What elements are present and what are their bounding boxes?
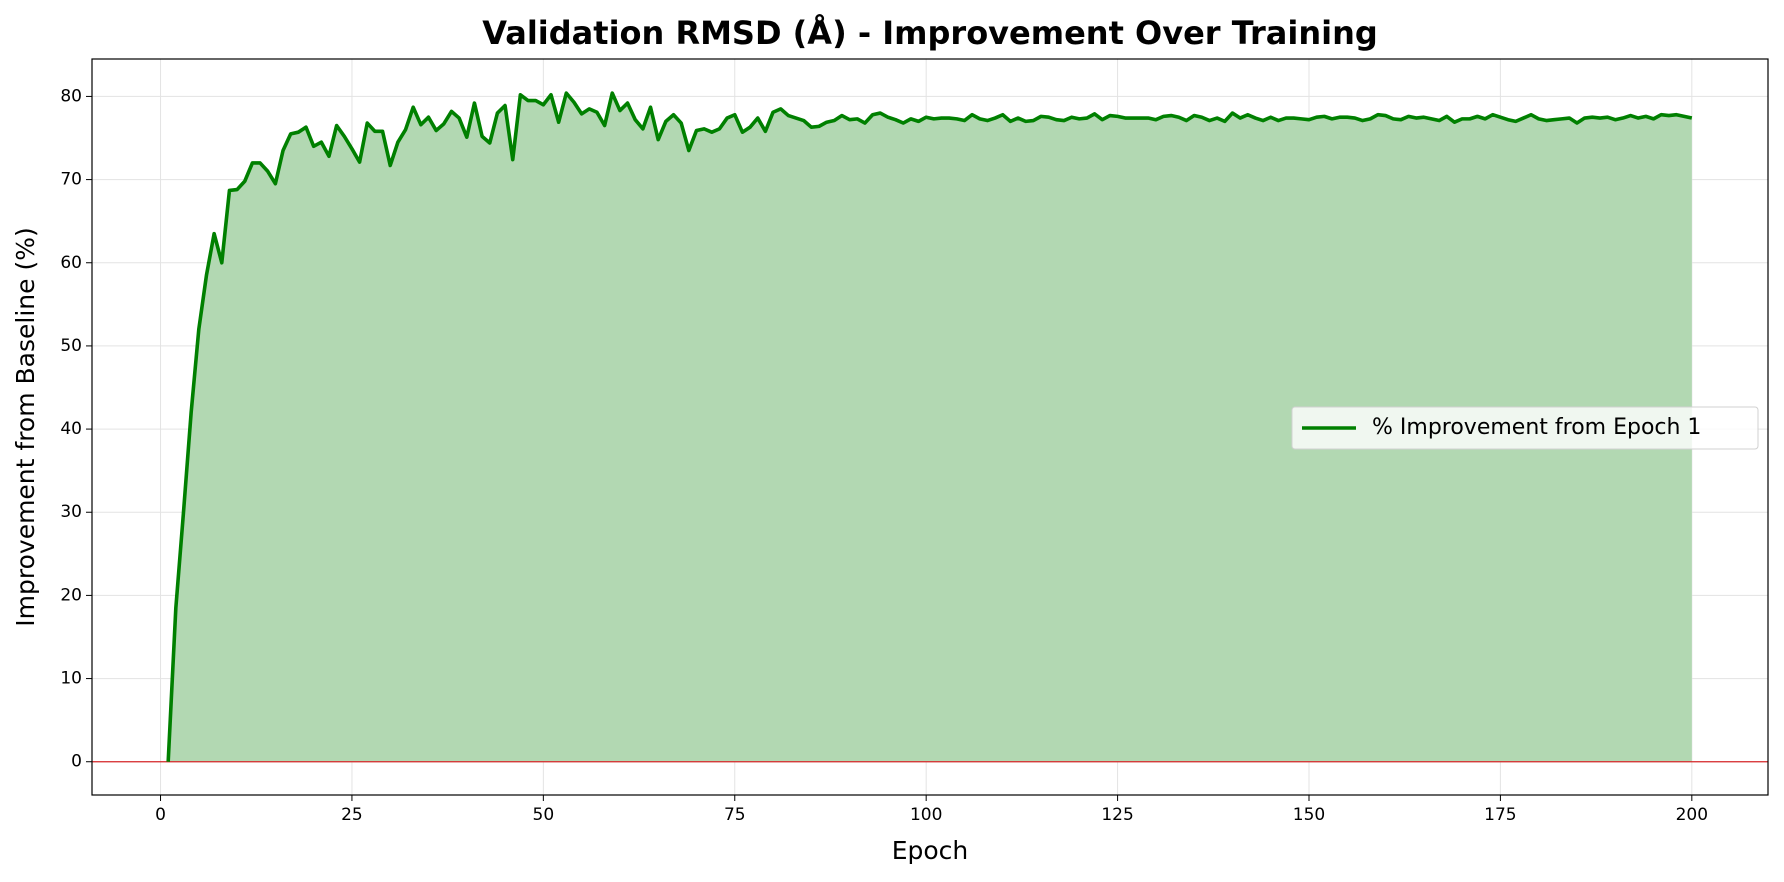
x-tick-label: 0 <box>155 805 166 825</box>
data-line <box>166 91 1693 762</box>
legend: % Improvement from Epoch 1 <box>1291 406 1759 450</box>
x-tick-label: 200 <box>1676 805 1708 825</box>
y-tick-label: 40 <box>60 419 82 439</box>
y-tick-label: 60 <box>60 253 82 273</box>
legend-label: % Improvement from Epoch 1 <box>1372 415 1701 440</box>
x-tick-label: 50 <box>533 805 555 825</box>
y-tick-label: 10 <box>60 669 82 689</box>
x-tick-label: 100 <box>910 805 942 825</box>
x-tick-label: 175 <box>1484 805 1516 825</box>
x-axis-label: Epoch <box>892 836 969 865</box>
y-tick-label: 80 <box>60 86 82 106</box>
chart-title: Validation RMSD (Å) - Improvement Over T… <box>482 14 1378 52</box>
x-tick-label: 75 <box>724 805 746 825</box>
y-tick-label: 20 <box>60 585 82 605</box>
legend-box <box>1291 406 1759 450</box>
y-axis-label: Improvement from Baseline (%) <box>11 227 40 626</box>
plot-frame <box>91 58 1769 796</box>
y-tick-label: 70 <box>60 170 82 190</box>
x-tick-label: 150 <box>1293 805 1325 825</box>
y-tick-label: 50 <box>60 336 82 356</box>
y-tick-label: 0 <box>71 752 82 772</box>
area-fill <box>168 93 1692 762</box>
y-tick-label: 30 <box>60 502 82 522</box>
x-tick-label: 125 <box>1101 805 1133 825</box>
x-tick-label: 25 <box>341 805 363 825</box>
